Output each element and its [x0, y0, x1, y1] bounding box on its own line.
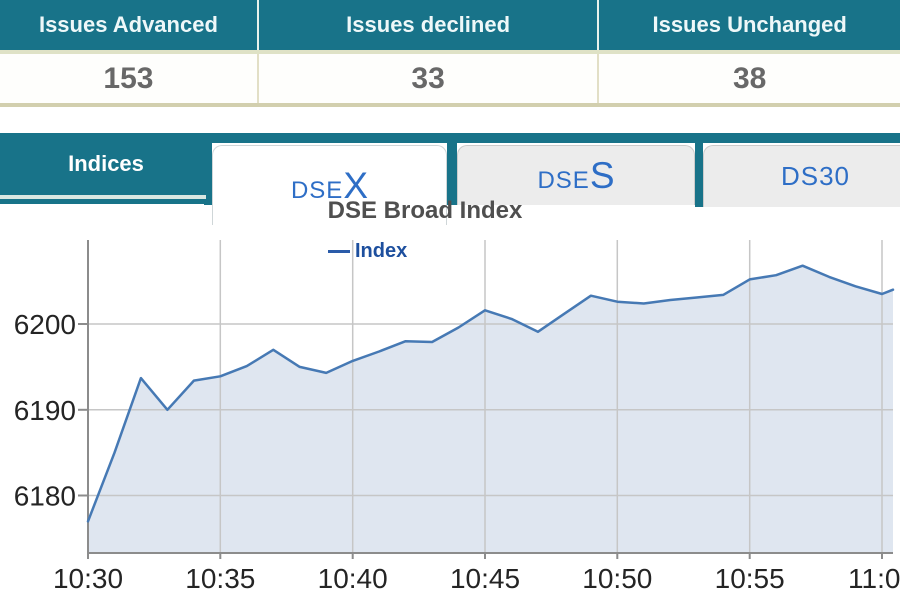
legend-line-marker — [328, 250, 350, 253]
issues-unchanged-value: 38 — [732, 61, 767, 95]
indices-section-label: Indices — [0, 133, 212, 195]
issues-summary-header-row: Issues Advanced Issues declined Issues U… — [0, 0, 900, 54]
svg-text:10:40: 10:40 — [318, 563, 388, 594]
tab-separator — [695, 133, 703, 207]
indices-underline — [0, 195, 206, 199]
issues-declined-header: Issues declined — [259, 0, 600, 50]
tab-dses-label: DSE S — [537, 154, 615, 196]
issues-summary-table: Issues Advanced Issues declined Issues U… — [0, 0, 900, 107]
tab-dsex[interactable]: DSE X — [212, 145, 447, 225]
svg-text:6180: 6180 — [14, 481, 76, 512]
svg-text:10:55: 10:55 — [715, 563, 785, 594]
tab-ds30-label: DS30 — [780, 161, 851, 191]
tab-dsex-label: DSE X — [290, 164, 369, 206]
indices-underline-base — [0, 199, 212, 204]
svg-text:6200: 6200 — [14, 309, 76, 340]
tab-separator — [447, 133, 457, 205]
tab-ds30[interactable]: DS30 — [703, 145, 900, 207]
chart-legend: Index — [328, 240, 407, 263]
issues-advanced-value: 153 — [0, 54, 259, 103]
issues-unchanged-header: Issues Unchanged — [652, 12, 847, 37]
issues-advanced-header: Issues Advanced — [0, 0, 259, 50]
svg-text:10:35: 10:35 — [185, 563, 255, 594]
svg-text:6190: 6190 — [14, 395, 76, 426]
svg-text:10:50: 10:50 — [582, 563, 652, 594]
svg-text:10:30: 10:30 — [53, 563, 123, 594]
indices-tab-bar: Indices DSE X DSE S DS30 — [0, 133, 900, 228]
svg-text:11:00: 11:00 — [848, 563, 900, 594]
svg-text:10:45: 10:45 — [450, 563, 520, 594]
chart-title: DSE Broad Index — [327, 197, 523, 224]
legend-series-label: Index — [355, 240, 408, 262]
issues-declined-value: 33 — [259, 54, 600, 103]
tab-dses[interactable]: DSE S — [457, 145, 695, 205]
issues-summary-value-row: 153 33 38 — [0, 54, 900, 107]
